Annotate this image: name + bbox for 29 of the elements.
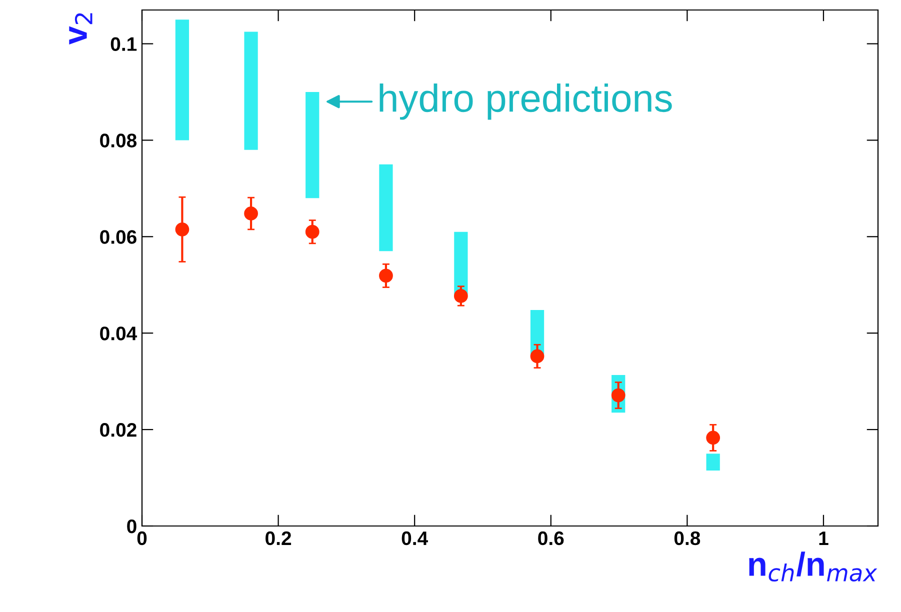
bar [244, 32, 258, 150]
point [454, 289, 468, 303]
point [379, 268, 393, 283]
y-tick-label: 0.08 [100, 134, 137, 148]
y-tick-label: 0.06 [100, 230, 136, 244]
x-tick-label: 0.6 [538, 531, 564, 546]
point [175, 222, 190, 236]
bar [454, 232, 468, 295]
bar [706, 454, 720, 471]
x-tick-label: 0.2 [266, 531, 292, 546]
x-tick-label: 0.4 [402, 531, 428, 546]
point [530, 349, 544, 364]
x-axis-title: n$_{ch}$/n$_{max}$ [749, 552, 878, 582]
y-axis-title: v$_{2}$ [69, 13, 92, 45]
bar [306, 92, 320, 198]
y-tick-label: 0.02 [100, 423, 136, 437]
point [305, 224, 320, 239]
y-tick-label: 0.04 [100, 326, 138, 340]
bar [175, 20, 190, 140]
y-tick-label: 0 [127, 519, 136, 534]
x-tick-label: 0.8 [674, 531, 700, 546]
y-tick-label: 0.1 [110, 37, 137, 51]
annotation: hydro predictions [380, 84, 672, 120]
point [244, 206, 258, 220]
point [706, 430, 720, 445]
point [611, 388, 626, 402]
bar [379, 164, 393, 252]
x-tick-label: 0 [137, 531, 147, 546]
x-tick-label: 1 [819, 532, 828, 545]
